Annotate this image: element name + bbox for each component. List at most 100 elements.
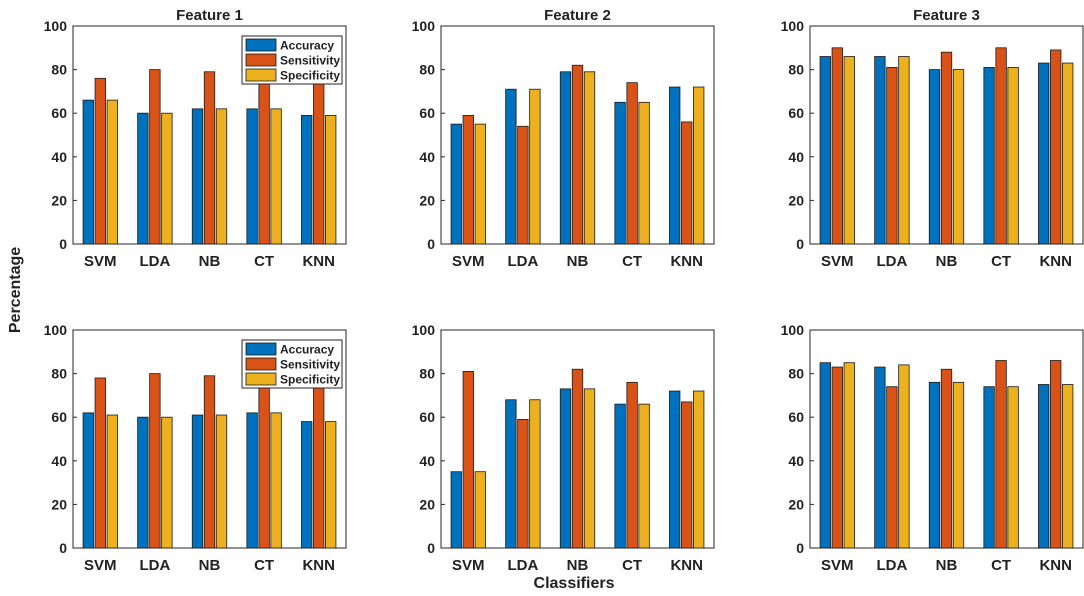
bar-sensitivity-lda [517,125,529,245]
y-tick-label: 20 [51,192,67,208]
legend-label-sensitivity: Sensitivity [280,54,340,68]
bar-specificity-nb [583,71,596,245]
bar-accuracy-knn [301,114,313,245]
bar-sensitivity-knn [1050,49,1062,245]
bar-accuracy-svm [82,99,94,245]
bar-sensitivity-ct [258,368,270,549]
bar-accuracy-lda [874,56,886,245]
bar-sensitivity-nb [203,375,216,549]
bar-accuracy-ct [246,412,258,549]
x-tick-label: CT [991,253,1011,270]
bar-accuracy-nb [191,108,204,245]
x-tick-label: SVM [84,253,117,270]
y-tick-label: 0 [796,236,804,252]
bar-sensitivity-nb [940,51,953,245]
bar-specificity-lda [529,88,541,245]
y-tick-label: 40 [51,149,67,165]
x-tick-label: KNN [1039,253,1072,270]
legend-label-accuracy: Accuracy [280,39,334,53]
y-tick-label: 0 [796,540,804,556]
legend-swatch-sensitivity [245,53,277,67]
bar-specificity-ct [638,403,650,549]
x-tick-label: KNN [670,557,703,574]
bar-sensitivity-svm [94,77,106,245]
bar-accuracy-knn [1038,384,1050,549]
legend-swatch-accuracy [245,342,277,356]
y-tick-label: 0 [427,236,435,252]
legend-label-specificity: Specificity [280,373,340,387]
bar-sensitivity-lda [149,373,161,549]
y-tick-label: 20 [788,192,804,208]
y-tick-label: 80 [419,62,435,78]
bar-accuracy-svm [82,412,94,549]
x-tick-label: KNN [1039,557,1072,574]
bar-accuracy-knn [1038,62,1050,245]
bar-specificity-nb [952,381,965,549]
x-tick-label: NB [199,253,221,270]
y-tick-label: 60 [788,409,804,425]
bar-accuracy-lda [137,112,149,245]
x-tick-label: CT [622,557,642,574]
x-tick-label: LDA [876,253,907,270]
x-tick-label: KNN [670,253,703,270]
bar-accuracy-lda [505,399,517,549]
bar-specificity-ct [1007,386,1019,549]
legend-label-specificity: Specificity [280,69,340,83]
bar-specificity-lda [161,416,173,549]
bar-specificity-knn [1062,62,1074,245]
x-tick-label: NB [936,253,958,270]
bar-sensitivity-svm [94,377,106,549]
y-tick-label: 60 [51,409,67,425]
bar-accuracy-svm [450,471,462,549]
bar-specificity-knn [693,390,705,549]
bar-sensitivity-knn [313,368,325,549]
subplot-title: Feature 1 [176,7,243,24]
bar-sensitivity-svm [831,47,843,245]
y-tick-label: 80 [51,366,67,382]
bar-specificity-lda [898,364,910,549]
x-tick-label: LDA [876,557,907,574]
bar-specificity-knn [1062,384,1074,549]
bar-sensitivity-ct [995,360,1007,549]
bar-specificity-nb [952,69,965,245]
x-tick-label: LDA [139,557,170,574]
bar-specificity-svm [474,471,486,549]
x-tick-label: SVM [821,253,854,270]
bar-accuracy-svm [819,362,831,549]
legend-swatch-accuracy [245,38,277,52]
bar-specificity-svm [843,362,855,549]
y-tick-label: 40 [419,149,435,165]
y-tick-label: 80 [51,62,67,78]
x-tick-label: LDA [507,253,538,270]
subplot-5: 0 20 40 60 80 100 SVM LDA NB CT KNN [412,322,715,574]
y-tick-label: 40 [788,149,804,165]
subplot-1: 0 20 40 60 80 100 Feature 1 SVM LDA NB CT KNN Accura… [44,7,347,270]
bar-accuracy-lda [874,366,886,549]
bar-sensitivity-nb [203,71,216,245]
x-tick-label: NB [567,557,589,574]
bar-accuracy-ct [246,108,258,245]
bar-specificity-lda [529,399,541,549]
bar-specificity-knn [693,86,705,245]
y-tick-label: 60 [51,105,67,121]
bar-sensitivity-lda [517,418,529,549]
y-tick-label: 20 [419,192,435,208]
x-tick-label: SVM [84,557,117,574]
subplot-6: 0 20 40 60 80 100 SVM LDA NB CT KNN [781,322,1084,574]
bar-sensitivity-knn [1050,360,1062,549]
bar-sensitivity-knn [681,401,693,549]
y-tick-label: 60 [419,409,435,425]
bar-sensitivity-svm [462,114,474,245]
bar-accuracy-lda [505,88,517,245]
y-tick-label: 0 [427,540,435,556]
x-tick-label: CT [622,253,642,270]
bar-sensitivity-ct [626,381,638,549]
legend-swatch-specificity [245,372,277,386]
legend-label-sensitivity: Sensitivity [280,358,340,372]
bar-accuracy-nb [559,388,572,549]
x-tick-label: CT [254,557,274,574]
y-tick-label: 0 [59,236,67,252]
bar-sensitivity-lda [886,67,898,245]
x-tick-label: SVM [452,253,485,270]
